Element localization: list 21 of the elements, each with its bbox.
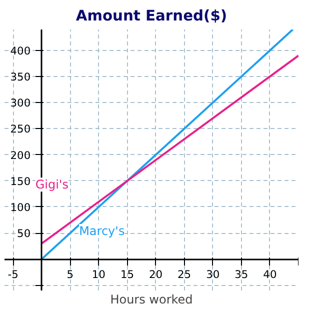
y-tick-label: 350 bbox=[10, 70, 31, 84]
x-tick-label: 5 bbox=[66, 268, 74, 282]
y-tick-label: 300 bbox=[10, 96, 31, 110]
y-tick-label: 50 bbox=[17, 227, 31, 240]
text: Gigi's bbox=[35, 178, 68, 192]
chart-title: Amount Earned($) bbox=[76, 8, 228, 24]
x-tick-label: 20 bbox=[149, 268, 163, 282]
x-tick-label: 35 bbox=[234, 268, 248, 282]
series-label: Marcy's bbox=[79, 224, 125, 238]
x-axis-title: Hours worked bbox=[110, 292, 193, 306]
x-tick-label: 15 bbox=[120, 268, 134, 282]
x-tick-label: 25 bbox=[178, 268, 192, 282]
x-tick-label: 30 bbox=[206, 268, 220, 282]
x-tick-label: 40 bbox=[263, 268, 277, 282]
y-tick-label: 400 bbox=[10, 44, 31, 58]
y-tick-label: 100 bbox=[10, 200, 31, 214]
x-tick-label: 10 bbox=[92, 268, 106, 282]
y-tick-label: 250 bbox=[10, 122, 31, 136]
x-tick-label: -5 bbox=[8, 268, 18, 282]
y-tick-label: 200 bbox=[10, 148, 31, 162]
y-tick-label: 150 bbox=[10, 174, 31, 188]
